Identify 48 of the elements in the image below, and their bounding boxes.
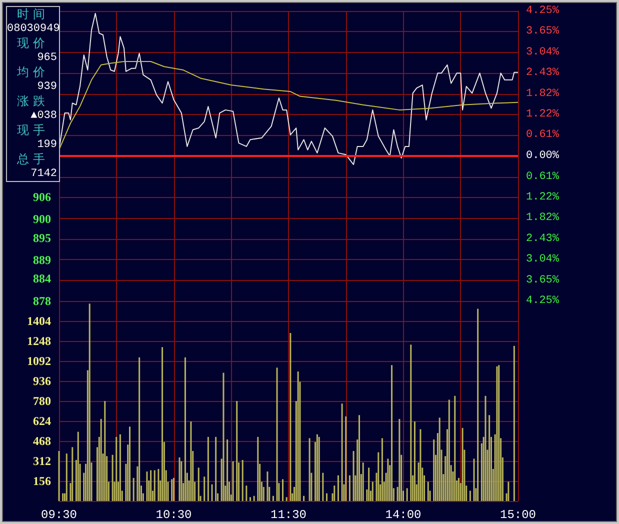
y2-tick-label: 1.82% bbox=[526, 212, 560, 224]
y-tick-label: 312 bbox=[33, 454, 51, 468]
y2-tick-label: 4.25% bbox=[526, 295, 560, 307]
y2-tick-label: 1.22% bbox=[526, 108, 560, 120]
text: 现价 bbox=[16, 36, 50, 50]
text: 均价 bbox=[16, 65, 50, 80]
y2-tick-label: 0.00% bbox=[526, 150, 560, 162]
y-tick-label: 889 bbox=[33, 253, 51, 268]
text: 涨跌 bbox=[16, 94, 50, 108]
y2-tick-label: 4.25% bbox=[526, 5, 560, 17]
y2-tick-label: 0.61% bbox=[526, 170, 560, 183]
y-tick-label: 936 bbox=[33, 374, 51, 388]
y-tick-label: 156 bbox=[33, 474, 51, 488]
x-tick-label: 11:30 bbox=[270, 508, 307, 522]
text: 939 bbox=[36, 80, 58, 94]
y-tick-label: 780 bbox=[33, 394, 51, 408]
annotation: 08030949 bbox=[7, 22, 60, 36]
y-tick-label: 900 bbox=[33, 212, 51, 226]
x-tick-label: 09:30 bbox=[40, 508, 78, 522]
x-tick-label: 14:00 bbox=[385, 508, 422, 522]
y-tick-label: 468 bbox=[33, 434, 51, 448]
x-tick-label: 10:30 bbox=[156, 508, 192, 522]
y2-tick-label: 1.22% bbox=[526, 192, 560, 204]
text: ▲038 bbox=[30, 108, 58, 123]
y2-tick-label: 3.04% bbox=[526, 254, 560, 266]
text: 时间 bbox=[16, 7, 50, 22]
y-tick-label: 1092 bbox=[27, 354, 51, 368]
y-tick-label: 884 bbox=[33, 272, 51, 286]
y-tick-label: 906 bbox=[33, 190, 51, 204]
y2-tick-label: 3.65% bbox=[526, 25, 560, 38]
text: 965 bbox=[36, 50, 58, 65]
y-tick-label: 624 bbox=[33, 414, 51, 428]
y2-tick-label: 3.04% bbox=[526, 46, 560, 58]
y-tick-label: 1404 bbox=[27, 314, 51, 328]
text: 现手 bbox=[16, 123, 50, 138]
y-tick-label: 1248 bbox=[27, 334, 51, 348]
y2-tick-label: 0.61% bbox=[526, 129, 560, 142]
text: 7142 bbox=[30, 166, 58, 181]
text: 总手 bbox=[16, 152, 50, 166]
x-tick-label: 15:00 bbox=[500, 508, 536, 522]
y2-tick-label: 2.43% bbox=[526, 67, 560, 80]
y-tick-label: 878 bbox=[33, 294, 51, 308]
line-series bbox=[58, 60, 518, 150]
y2-tick-label: 2.43% bbox=[526, 232, 560, 245]
text: 199 bbox=[36, 138, 58, 152]
y2-tick-label: 3.65% bbox=[526, 274, 560, 287]
y2-tick-label: 1.82% bbox=[526, 88, 560, 100]
y-tick-label: 895 bbox=[33, 230, 51, 245]
